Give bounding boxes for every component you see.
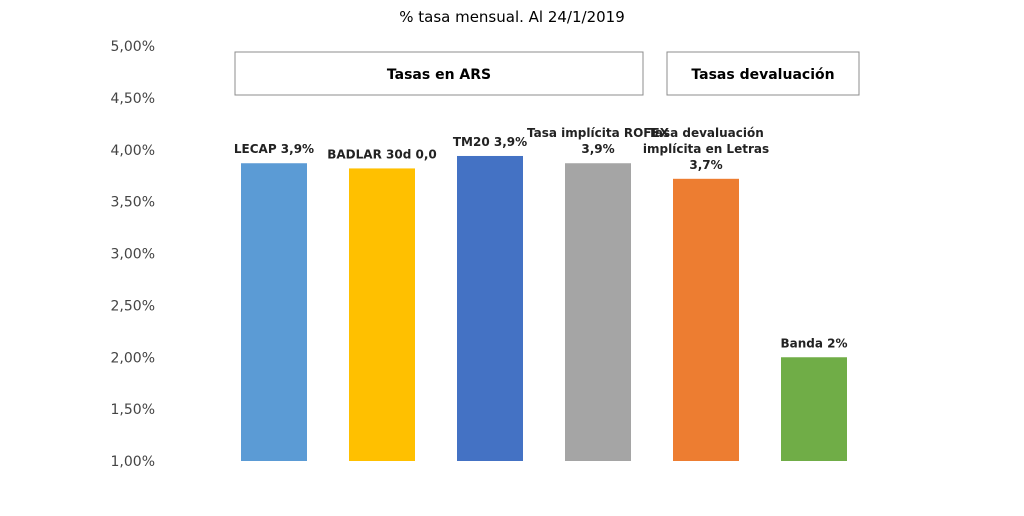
data-label: Banda 2% <box>780 336 847 350</box>
y-tick-label: 2,50% <box>111 298 155 314</box>
group-label: Tasas devaluación <box>691 67 834 83</box>
group-box <box>234 51 644 96</box>
bar <box>241 163 307 462</box>
y-axis-ticks: 1,00% 1,50% 2,00% 2,50% 3,00% 3,50% 4,00% 4,50%… <box>111 39 155 470</box>
group-label: Tasas en ARS <box>387 67 491 83</box>
data-label: Tasa devaluación implícita en Letras 3,7% <box>643 126 769 172</box>
y-tick-label: 5,00% <box>111 39 155 55</box>
data-label: LECAP 3,9% <box>234 142 314 156</box>
bars <box>241 155 847 462</box>
y-tick-label: 4,50% <box>111 91 155 107</box>
y-tick-label: 2,00% <box>111 350 155 366</box>
data-label: Tasa implícita ROFEX 3,9% <box>527 126 670 156</box>
group-box <box>666 51 860 96</box>
group-boxes: Tasas en ARS Tasas devaluación <box>234 51 860 96</box>
y-tick-label: 1,00% <box>111 454 155 470</box>
bar <box>457 155 523 461</box>
bar <box>781 357 847 461</box>
bar <box>673 178 739 462</box>
data-labels: LECAP 3,9% BADLAR 30d 0,0 TM20 3,9%Tasa im… <box>234 126 848 350</box>
bar <box>349 168 415 462</box>
data-label: BADLAR 30d 0,0 <box>327 147 436 161</box>
bar <box>565 163 631 462</box>
y-tick-label: 3,50% <box>111 195 155 211</box>
y-tick-label: 3,00% <box>111 247 155 263</box>
y-tick-label: 4,00% <box>111 143 155 159</box>
chart-title: % tasa mensual. Al 24/1/2019 <box>399 8 625 26</box>
data-label: TM20 3,9% <box>453 135 527 149</box>
y-tick-label: 1,50% <box>111 402 155 418</box>
